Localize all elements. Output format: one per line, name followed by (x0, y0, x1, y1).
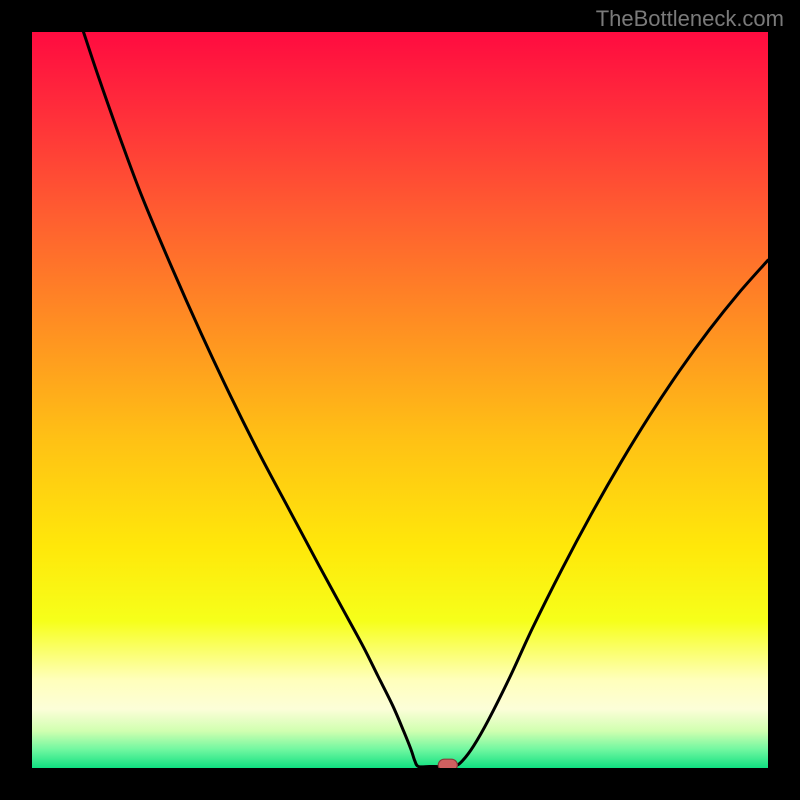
plot-svg (32, 32, 768, 768)
plot-area (32, 32, 768, 768)
optimum-marker (438, 759, 457, 768)
stage: TheBottleneck.com (0, 0, 800, 800)
plot-background (32, 32, 768, 768)
watermark-text: TheBottleneck.com (596, 6, 784, 32)
